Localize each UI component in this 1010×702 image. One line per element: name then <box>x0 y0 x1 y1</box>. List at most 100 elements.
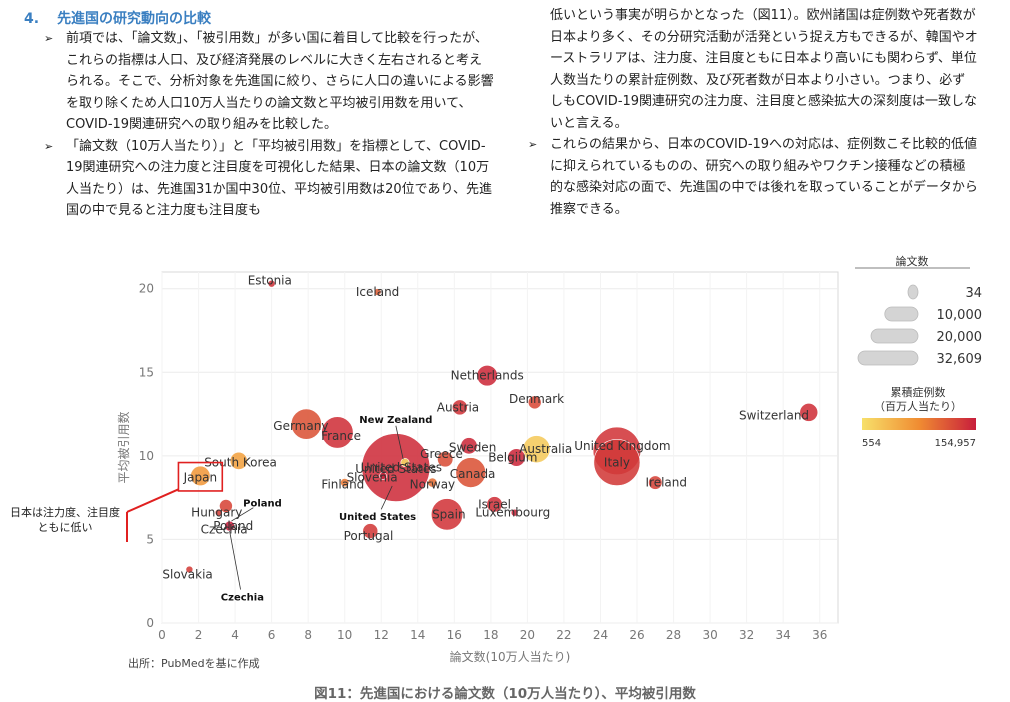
label-austria: Austria <box>437 400 479 414</box>
y-tick-label: 15 <box>139 365 154 379</box>
x-tick-label: 16 <box>447 628 462 642</box>
plot-area <box>161 271 839 624</box>
color-legend-bar <box>862 418 976 430</box>
left-bullet-2: ➢ 「論文数（10万人当たり）」と「平均被引用数」を指標として、COVID-19… <box>44 136 494 222</box>
x-tick-label: 24 <box>593 628 608 642</box>
x-tick-label: 10 <box>337 628 352 642</box>
x-tick-label: 14 <box>410 628 425 642</box>
label-slovakia: Slovakia <box>162 568 212 582</box>
label-denmark: Denmark <box>509 392 564 406</box>
right-paragraph-bullet: これらの結果から、日本のCOVID-19への対応は、症例数こそ比較的低値に抑えら… <box>550 137 978 217</box>
label-slovenia: Slovenia <box>347 471 398 485</box>
bubble-sweden <box>460 437 478 455</box>
x-tick-label: 4 <box>231 628 239 642</box>
label-czechia: Czechia <box>201 522 248 536</box>
label-canada: Canada <box>450 467 496 481</box>
label-australia: Australia <box>519 442 572 456</box>
bubble-switzerland <box>799 403 819 422</box>
bullet-arrow-icon: ➢ <box>44 139 54 153</box>
label-luxembourg: Luxembourg <box>475 506 550 520</box>
bubble-netherlands <box>476 365 498 387</box>
bubble-israel <box>486 496 503 513</box>
label-united-states: United States <box>355 462 436 476</box>
y-tick-label: 0 <box>146 616 154 630</box>
bubble-new-zealand <box>400 458 410 468</box>
x-tick-label: 0 <box>158 628 166 642</box>
bubble-italy <box>593 439 641 486</box>
x-tick-label: 12 <box>374 628 389 642</box>
bubble-slovakia <box>185 565 194 574</box>
label-spain: Spain <box>432 507 466 521</box>
label-japan: Japan <box>183 471 217 485</box>
y-tick-label: 5 <box>146 532 154 546</box>
left-column: ➢ 前項では、「論文数」、「被引用数」が多い国に着目して比較を行ったが、これらの… <box>44 28 494 222</box>
size-legend-label: 32,609 <box>937 352 983 367</box>
x-tick-label: 26 <box>629 628 644 642</box>
x-tick-label: 22 <box>556 628 571 642</box>
x-tick-label: 32 <box>739 628 754 642</box>
label-switzerland: Switzerland <box>739 409 809 423</box>
section-title: 先進国の研究動向の比較 <box>57 11 212 27</box>
y-axis-title: 平均被引用数 <box>116 411 131 483</box>
label-poland: Poland <box>243 499 282 510</box>
right-paragraph-continuation: 低いという事実が明らかとなった（図11）。欧州諸国は症例数や死者数が日本より多く… <box>550 8 978 131</box>
bubble-germany <box>290 408 322 440</box>
label-iceland: Iceland <box>356 285 399 299</box>
x-tick-label: 30 <box>702 628 717 642</box>
bubble-denmark <box>527 395 542 410</box>
left-paragraph-2: 「論文数（10万人当たり）」と「平均被引用数」を指標として、COVID-19関連… <box>66 138 492 219</box>
label-united-states: United States <box>339 512 416 523</box>
bubble-poland <box>219 499 233 513</box>
label-netherlands: Netherlands <box>451 369 524 383</box>
section-heading: 4. 先進国の研究動向の比較 <box>24 8 211 28</box>
size-legend-label: 34 <box>965 286 982 301</box>
right-bullet: ➢ これらの結果から、日本のCOVID-19への対応は、症例数こそ比較的低値に抑… <box>528 134 978 220</box>
x-tick-label: 20 <box>520 628 535 642</box>
japan-annotation: 日本は注力度、注目度ともに低い <box>10 506 120 534</box>
bubble-finland <box>340 478 350 488</box>
label-portugal: Portugal <box>344 529 394 543</box>
x-tick-label: 6 <box>268 628 276 642</box>
leader-new-zealand <box>395 425 404 460</box>
x-tick-label: 8 <box>304 628 312 642</box>
bubble-belgium <box>507 448 526 467</box>
x-tick-label: 36 <box>812 628 827 642</box>
bullet-arrow-icon: ➢ <box>44 32 54 45</box>
bubble-iceland <box>373 288 382 296</box>
label-czechia: Czechia <box>221 592 264 603</box>
bubble-norway <box>427 477 438 488</box>
bubble-south-korea <box>229 451 248 470</box>
bubble-spain <box>430 498 464 531</box>
x-tick-label: 28 <box>666 628 681 642</box>
leader-poland <box>231 507 254 522</box>
label-germany: Germany <box>273 419 328 433</box>
x-axis-title: 論文数(10万人当たり) <box>450 649 571 664</box>
bubble-austria <box>451 399 468 416</box>
left-bullet-1: ➢ 前項では、「論文数」、「被引用数」が多い国に着目して比較を行ったが、これらの… <box>44 28 494 136</box>
chart-source: 出所：PubMedを基に作成 <box>128 657 260 670</box>
label-estonia: Estonia <box>248 273 292 287</box>
bubble-united-states <box>361 433 431 502</box>
bubble-greece <box>437 451 454 468</box>
color-legend-min: 554 <box>862 438 881 449</box>
size-legend-marker <box>907 284 919 300</box>
color-legend-title: 累積症例数 <box>891 385 946 399</box>
bubble-slovenia <box>379 472 387 480</box>
label-italy: Italy <box>604 456 630 470</box>
size-legend-label: 20,000 <box>937 330 983 345</box>
label-ireland: Ireland <box>646 476 688 490</box>
bubble-luxembourg <box>510 508 519 517</box>
size-legend-label: 10,000 <box>937 308 983 323</box>
japan-highlight-box <box>177 461 224 492</box>
bubble-ireland <box>648 475 663 490</box>
label-sweden: Sweden <box>449 441 496 455</box>
bubble-australia <box>522 435 551 464</box>
leader-czechia <box>229 530 241 590</box>
size-legend-marker <box>884 306 919 322</box>
bubble-estonia <box>267 279 276 288</box>
label-belgium: Belgium <box>488 451 537 465</box>
size-legend-marker <box>857 350 919 366</box>
bubble-france <box>321 416 354 449</box>
x-tick-label: 2 <box>195 628 203 642</box>
